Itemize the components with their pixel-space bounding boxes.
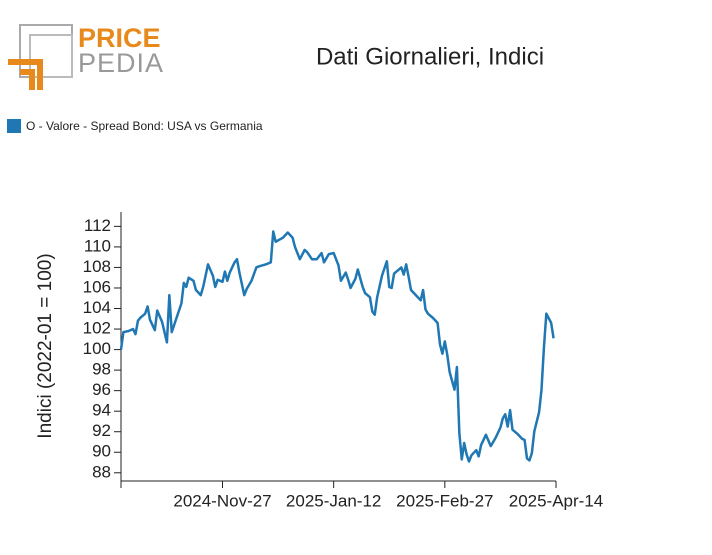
logo-mark [8, 59, 43, 90]
legend-label: O - Valore - Spread Bond: USA vs Germani… [26, 119, 263, 133]
logo-bottom: PEDIA [78, 48, 164, 78]
logo: PRICE PEDIA [8, 23, 164, 90]
x-tick-label: 2025-Apr-14 [509, 491, 604, 510]
y-tick-label: 100 [83, 339, 111, 358]
y-tick-label: 94 [92, 401, 111, 420]
y-tick-label: 92 [92, 421, 111, 440]
y-tick-label: 88 [92, 462, 111, 481]
y-tick-label: 98 [92, 360, 111, 379]
y-tick-label: 102 [83, 319, 111, 338]
y-tick-label: 90 [92, 442, 111, 461]
chart-title: Dati Giornalieri, Indici [316, 43, 544, 70]
y-tick-label: 108 [83, 257, 111, 276]
y-tick-label: 106 [83, 277, 111, 296]
y-tick-label: 96 [92, 380, 111, 399]
legend-swatch [7, 119, 21, 133]
data-line [119, 230, 555, 463]
y-tick-label: 112 [84, 216, 111, 235]
y-axis-label: Indici (2022-01 = 100) [35, 253, 56, 438]
y-tick-label: 104 [83, 298, 111, 317]
x-tick-label: 2024-Nov-27 [173, 491, 271, 510]
logo-top: PRICE [78, 23, 161, 53]
logo-frame [29, 34, 73, 78]
x-tick-label: 2025-Jan-12 [286, 491, 381, 510]
x-tick-label: 2025-Feb-27 [396, 491, 493, 510]
y-tick-label: 110 [84, 236, 111, 255]
